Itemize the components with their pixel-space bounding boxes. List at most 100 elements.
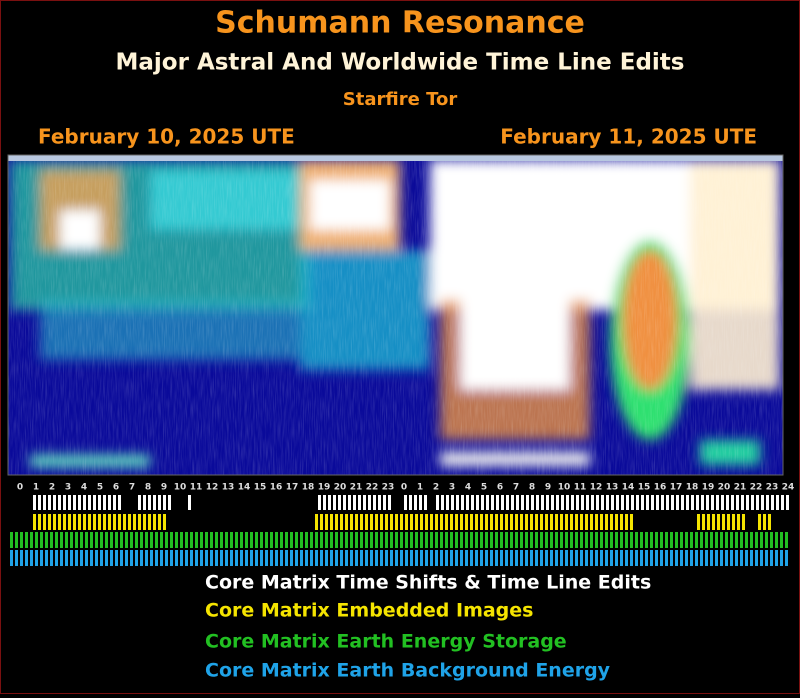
activity-tick — [655, 532, 658, 548]
activity-tick — [500, 550, 503, 566]
activity-tick — [630, 514, 633, 530]
activity-tick — [75, 550, 78, 566]
activity-tick — [530, 532, 533, 548]
activity-tick — [545, 550, 548, 566]
activity-tick — [600, 532, 603, 548]
activity-tick — [490, 532, 493, 548]
activity-tick — [155, 532, 158, 548]
activity-tick — [405, 514, 408, 530]
activity-tick — [265, 532, 268, 548]
activity-tick — [705, 532, 708, 548]
activity-tick — [435, 514, 438, 530]
activity-tick — [676, 495, 679, 510]
activity-tick — [785, 532, 788, 548]
activity-tick — [515, 514, 518, 530]
hour-label: 2 — [49, 483, 55, 493]
activity-tick — [425, 550, 428, 566]
activity-tick — [491, 495, 494, 510]
activity-tick — [601, 495, 604, 510]
activity-tick — [105, 532, 108, 548]
activity-tick — [215, 550, 218, 566]
activity-tick — [706, 495, 709, 510]
activity-tick — [495, 514, 498, 530]
activity-tick — [113, 514, 116, 530]
activity-tick — [600, 550, 603, 566]
activity-tick — [500, 514, 503, 530]
activity-tick — [110, 532, 113, 548]
activity-tick — [188, 495, 191, 510]
activity-tick — [365, 550, 368, 566]
activity-tick — [656, 495, 659, 510]
activity-tick — [45, 550, 48, 566]
date-label: February 11, 2025 UTE — [500, 125, 757, 149]
activity-tick — [388, 495, 391, 510]
activity-tick — [435, 550, 438, 566]
hour-label: 0 — [401, 483, 407, 493]
hour-label: 13 — [606, 483, 619, 493]
activity-tick — [415, 514, 418, 530]
activity-tick — [480, 550, 483, 566]
activity-tick — [328, 495, 331, 510]
activity-tick — [525, 514, 528, 530]
activity-tick — [595, 550, 598, 566]
activity-tick — [480, 532, 483, 548]
activity-tick — [736, 495, 739, 510]
activity-tick — [615, 532, 618, 548]
activity-tick — [550, 550, 553, 566]
activity-tick — [255, 550, 258, 566]
activity-tick — [368, 495, 371, 510]
activity-tick — [555, 514, 558, 530]
activity-tick — [740, 550, 743, 566]
activity-tick — [68, 495, 71, 510]
activity-tick — [625, 532, 628, 548]
activity-tick — [245, 550, 248, 566]
activity-tick — [375, 514, 378, 530]
hour-axis: 0 1 2 3 4 5 6 7 8 9 10 11 12 13 14 15 16 17 18 19 20 21 22 23 0 1… — [17, 483, 794, 493]
activity-tick — [610, 514, 613, 530]
activity-tick — [681, 495, 684, 510]
activity-tick — [700, 532, 703, 548]
activity-tick — [410, 532, 413, 548]
activity-tick — [666, 495, 669, 510]
activity-tick — [535, 514, 538, 530]
activity-tick — [545, 532, 548, 548]
activity-tick — [460, 514, 463, 530]
activity-tick — [138, 514, 141, 530]
hour-label: 9 — [545, 483, 551, 493]
activity-tick — [606, 495, 609, 510]
activity-tick — [636, 495, 639, 510]
activity-tick — [595, 514, 598, 530]
activity-tick — [395, 550, 398, 566]
activity-tick — [350, 514, 353, 530]
activity-tick — [340, 532, 343, 548]
activity-tick — [355, 532, 358, 548]
activity-tick — [108, 514, 111, 530]
activity-tick — [55, 532, 58, 548]
legend-entry: Core Matrix Time Shifts & Time Line Edit… — [205, 572, 651, 594]
activity-rows — [10, 495, 789, 566]
hour-label: 5 — [97, 483, 103, 493]
activity-tick — [383, 495, 386, 510]
activity-tick — [715, 550, 718, 566]
activity-tick — [133, 514, 136, 530]
activity-tick — [456, 495, 459, 510]
activity-tick — [310, 532, 313, 548]
hour-label: 14 — [238, 483, 251, 493]
hour-label: 11 — [574, 483, 587, 493]
activity-tick — [163, 514, 166, 530]
activity-tick — [775, 550, 778, 566]
activity-tick — [53, 514, 56, 530]
hour-label: 20 — [718, 483, 731, 493]
activity-tick — [590, 514, 593, 530]
activity-tick — [83, 514, 86, 530]
legend-entry: Core Matrix Earth Background Energy — [205, 660, 611, 682]
activity-tick — [585, 514, 588, 530]
activity-tick — [90, 532, 93, 548]
activity-tick — [270, 550, 273, 566]
activity-tick — [160, 550, 163, 566]
activity-tick — [716, 495, 719, 510]
activity-tick — [323, 495, 326, 510]
activity-tick — [675, 550, 678, 566]
activity-tick — [150, 532, 153, 548]
hour-label: 17 — [286, 483, 299, 493]
